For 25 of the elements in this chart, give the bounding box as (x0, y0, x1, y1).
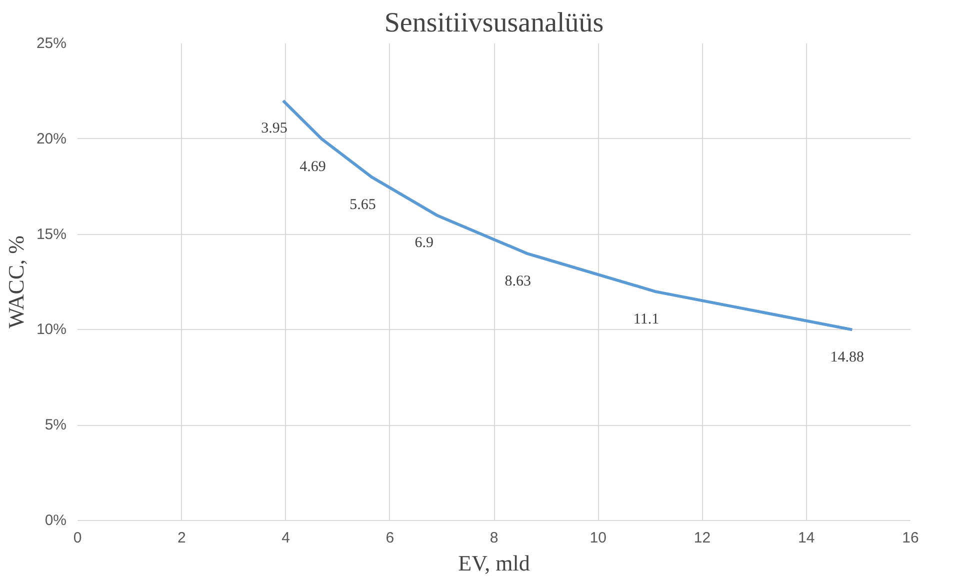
x-tick-label: 16 (902, 530, 919, 546)
x-tick-label: 8 (490, 530, 498, 546)
annotation: 4.69 (300, 158, 326, 175)
y-tick-label: 15% (36, 226, 67, 243)
y-tick-label: 20% (36, 130, 67, 148)
y-tick-label: 10% (36, 321, 67, 338)
annotation: 3.95 (261, 120, 288, 137)
x-axis-title: EV, mld (458, 550, 530, 576)
y-tick-label: 5% (44, 416, 67, 434)
chart-title: Sensitiivsusanalüüs (384, 8, 604, 38)
annotation: 5.65 (350, 197, 376, 214)
annotation: 6.9 (414, 235, 434, 252)
y-tick-label: 25% (36, 35, 67, 52)
x-tick-label: 4 (282, 530, 290, 546)
x-tick-label: 10 (590, 530, 606, 546)
y-tick-label: 0% (44, 512, 67, 529)
annotation: 8.63 (504, 273, 532, 290)
x-tick-label: 0 (73, 530, 82, 546)
annotation: 11.1 (633, 312, 660, 328)
x-tick-label: 2 (177, 530, 186, 546)
y-axis-title: WACC, % (3, 236, 28, 328)
annotation: 14.88 (830, 350, 864, 366)
x-tick-label: 14 (798, 530, 815, 546)
x-tick-label: 12 (694, 530, 711, 546)
x-tick-label: 6 (386, 530, 394, 546)
